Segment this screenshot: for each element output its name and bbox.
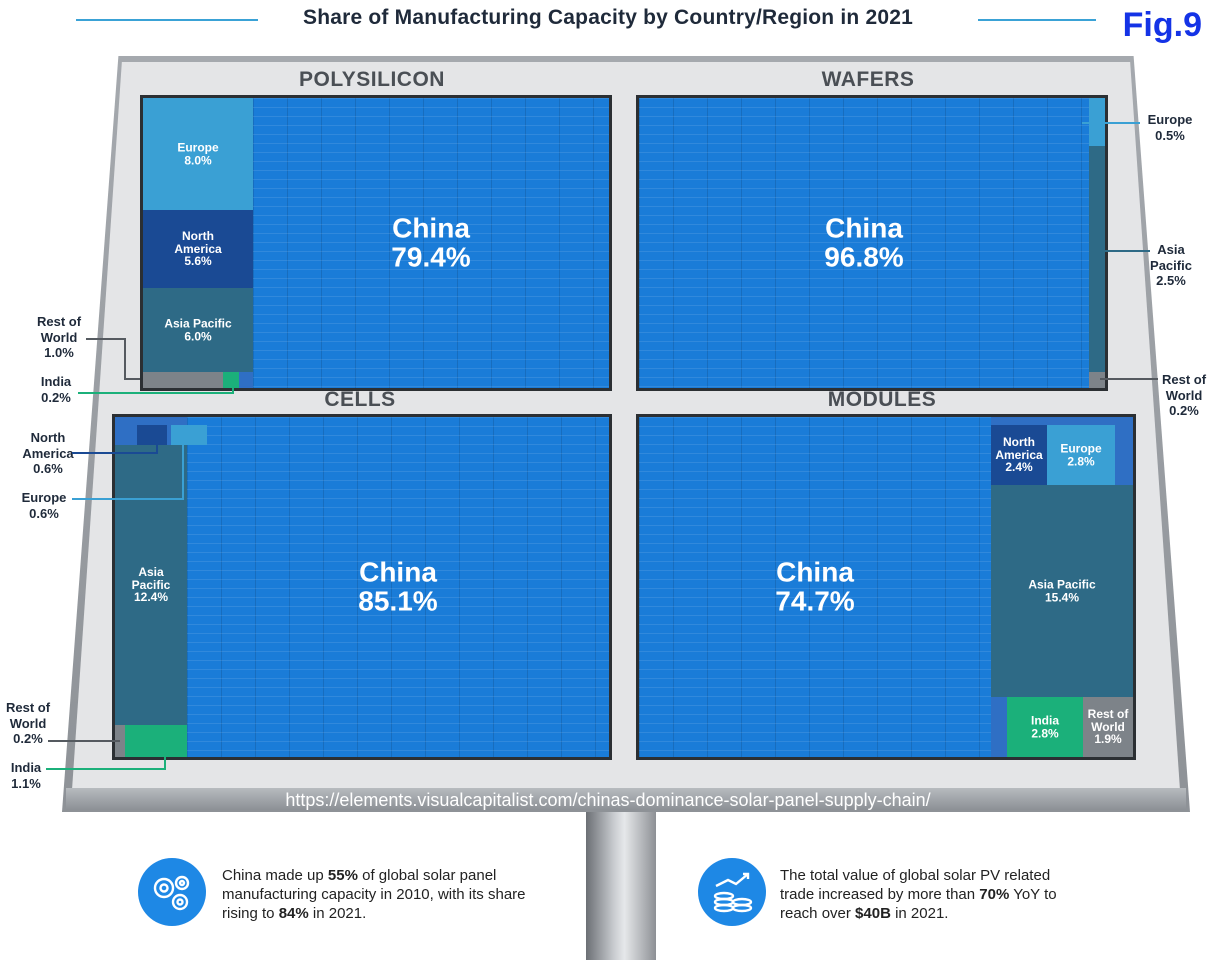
title-rule-right — [978, 19, 1096, 21]
note-trade-value: The total value of global solar PV relat… — [780, 867, 1057, 922]
callout-cells-india: India 1.1% — [10, 760, 42, 791]
leader-line — [1082, 122, 1140, 124]
panel-label-wafers: WAFERS — [821, 68, 915, 91]
callout-cells-rest-of-world: Rest of World 0.2% — [5, 700, 51, 747]
segment-north-america: North America 5.6% — [143, 210, 253, 288]
segment-rest-of-world — [1089, 372, 1105, 388]
segment-north-america — [137, 425, 167, 445]
callout-wafers-rest-of-world: Rest of World 0.2% — [1161, 372, 1207, 419]
leader-line — [124, 378, 140, 380]
treemap-wafers: China 96.8% — [636, 95, 1108, 391]
source-url: https://elements.visualcapitalist.com/ch… — [285, 790, 931, 810]
title-rule-left — [76, 19, 258, 21]
segment-asia-pacific: Asia Pacific 15.4% — [991, 485, 1133, 697]
segment-china: China 79.4% — [253, 98, 609, 388]
leader-line — [1092, 250, 1150, 252]
segment-china: China 96.8% — [639, 98, 1089, 388]
callout-polysilicon-rest-of-world: Rest of World 1.0% — [36, 314, 82, 361]
figure-label: Fig.9 — [1122, 6, 1202, 44]
treemap-cells: China 85.1% Asia Pacific 12.4% — [112, 414, 612, 760]
callout-cells-europe: Europe 0.6% — [21, 490, 67, 521]
leader-line — [72, 498, 184, 500]
money-growth-icon — [698, 858, 766, 926]
leader-line — [48, 740, 120, 742]
segment-china: China 74.7% — [639, 417, 991, 757]
callout-wafers-asia-pacific: Asia Pacific 2.5% — [1150, 242, 1192, 289]
panel-label-modules: MODULES — [827, 388, 937, 411]
segment-europe: Europe 2.8% — [1047, 425, 1115, 485]
note-capacity-share: China made up 55% of global solar panel … — [222, 867, 526, 922]
segment-asia-pacific: Asia Pacific 12.4% — [115, 445, 187, 725]
leader-line — [72, 452, 158, 454]
gears-icon — [138, 858, 206, 926]
leader-line — [86, 338, 126, 340]
segment-india — [125, 725, 187, 757]
leader-line — [156, 440, 158, 454]
billboard-pole — [586, 806, 656, 960]
segment-europe — [171, 425, 207, 445]
panel-label-cells: CELLS — [324, 388, 396, 411]
segment-rest-of-world — [115, 725, 125, 757]
leader-line — [232, 384, 234, 394]
callout-polysilicon-india: India 0.2% — [40, 374, 72, 405]
leader-line — [124, 338, 126, 380]
segment-india: India 2.8% — [1007, 697, 1083, 757]
callout-cells-north-america: North America 0.6% — [22, 430, 74, 477]
treemap-polysilicon: China 79.4% Europe 8.0% North America 5.6% A… — [140, 95, 612, 391]
leader-line — [1100, 378, 1158, 380]
segment-rest-of-world: Rest of World 1.9% — [1083, 697, 1133, 757]
leader-line — [164, 752, 166, 770]
treemap-modules: China 74.7% North America 2.4% Europe 2.8% A… — [636, 414, 1136, 760]
billboard-bottom-edge — [66, 788, 1186, 810]
leader-line — [78, 392, 234, 394]
leader-line — [46, 768, 166, 770]
segment-north-america: North America 2.4% — [991, 425, 1047, 485]
segment-china: China 85.1% — [187, 417, 609, 757]
leader-line — [182, 440, 184, 500]
segment-asia-pacific: Asia Pacific 6.0% — [143, 288, 253, 372]
callout-wafers-europe: Europe 0.5% — [1147, 112, 1193, 143]
panel-label-polysilicon: POLYSILICON — [299, 68, 445, 91]
chart-title: Share of Manufacturing Capacity by Count… — [302, 6, 913, 29]
segment-india — [223, 372, 239, 388]
segment-asia-pacific — [1089, 146, 1105, 372]
segment-rest-of-world — [143, 372, 223, 388]
segment-europe: Europe 8.0% — [143, 98, 253, 210]
